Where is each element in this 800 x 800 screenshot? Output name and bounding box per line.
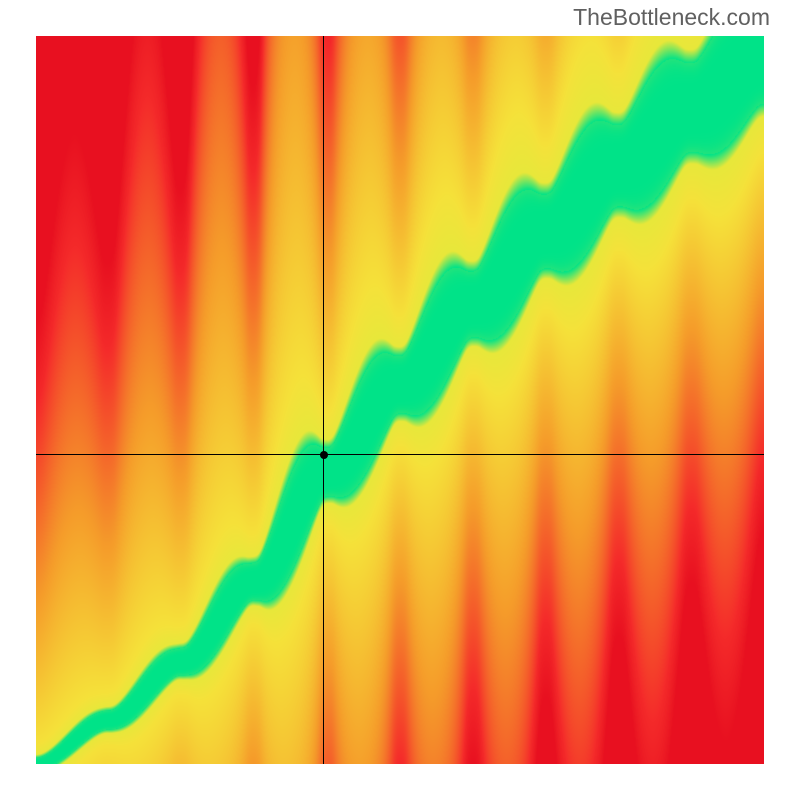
plot-frame xyxy=(36,36,764,764)
crosshair-vertical xyxy=(323,36,324,764)
watermark-text: TheBottleneck.com xyxy=(573,4,770,31)
crosshair-horizontal xyxy=(36,454,764,455)
marker-dot xyxy=(320,451,328,459)
chart-container: TheBottleneck.com xyxy=(0,0,800,800)
heatmap-canvas xyxy=(36,36,764,764)
